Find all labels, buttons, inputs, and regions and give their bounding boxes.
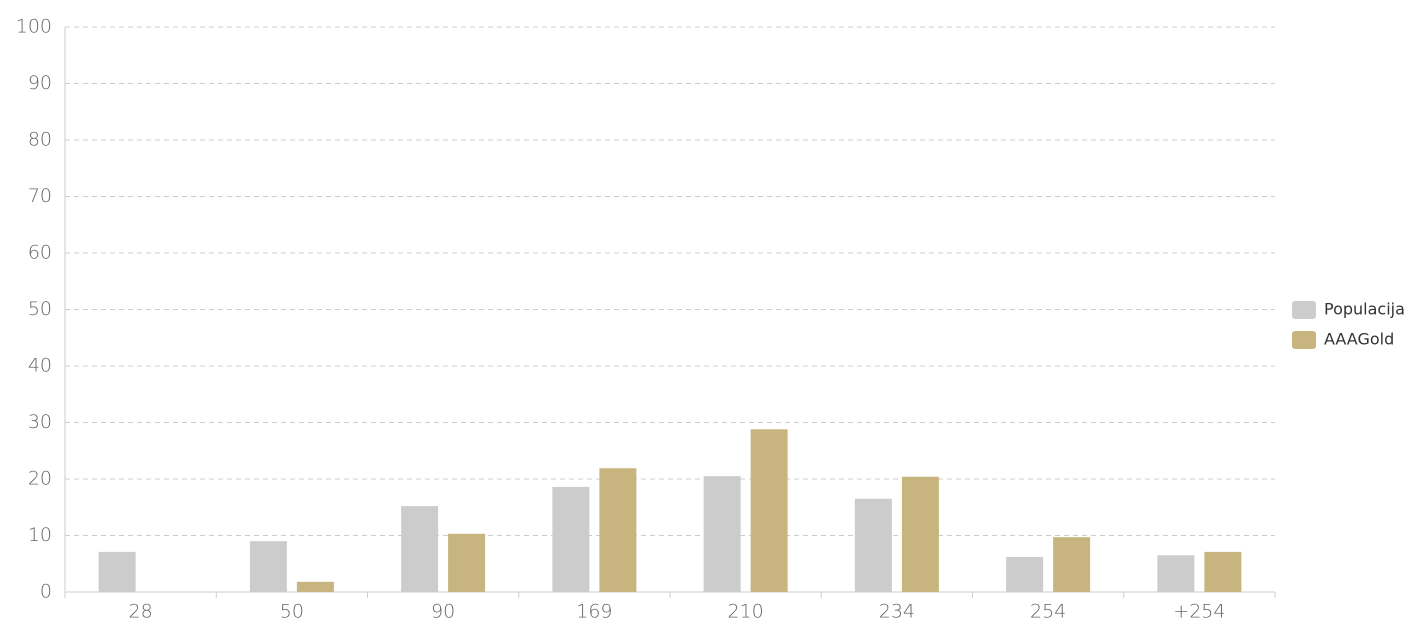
x-tick-label: 28	[129, 601, 153, 621]
bar	[296, 581, 334, 592]
bar	[1006, 556, 1044, 592]
bar	[1053, 537, 1091, 592]
bar	[854, 498, 892, 592]
y-tick-label: 0	[40, 581, 52, 603]
bar	[98, 551, 136, 592]
x-tick-label: 50	[280, 601, 304, 621]
bar	[599, 468, 637, 592]
bar	[401, 506, 439, 592]
y-tick-label: 20	[28, 468, 52, 490]
bar	[750, 429, 788, 592]
y-tick-label: 50	[28, 298, 52, 320]
x-tick-label: 90	[431, 601, 455, 621]
legend-swatch	[1292, 301, 1316, 319]
x-tick-label: 234	[879, 601, 915, 621]
legend-label: Populacija	[1324, 300, 1405, 319]
bar	[448, 533, 486, 592]
y-tick-label: 10	[28, 524, 52, 546]
y-tick-label: 80	[28, 129, 52, 151]
y-tick-label: 30	[28, 411, 52, 433]
x-tick-label: +254	[1173, 601, 1225, 621]
y-tick-label: 40	[28, 355, 52, 377]
legend-label: AAAGold	[1324, 330, 1394, 349]
x-tick-label: 254	[1030, 601, 1066, 621]
x-tick-label: 169	[576, 601, 612, 621]
bar	[901, 476, 939, 592]
legend-swatch	[1292, 331, 1316, 349]
bar	[249, 541, 287, 592]
y-tick-label: 60	[28, 242, 52, 264]
bar	[703, 476, 741, 592]
x-tick-label: 210	[727, 601, 763, 621]
bar	[552, 486, 590, 592]
bar	[1157, 555, 1195, 592]
y-tick-label: 90	[28, 72, 52, 94]
y-tick-label: 70	[28, 185, 52, 207]
y-tick-label: 100	[16, 16, 52, 38]
bar	[1204, 551, 1242, 592]
